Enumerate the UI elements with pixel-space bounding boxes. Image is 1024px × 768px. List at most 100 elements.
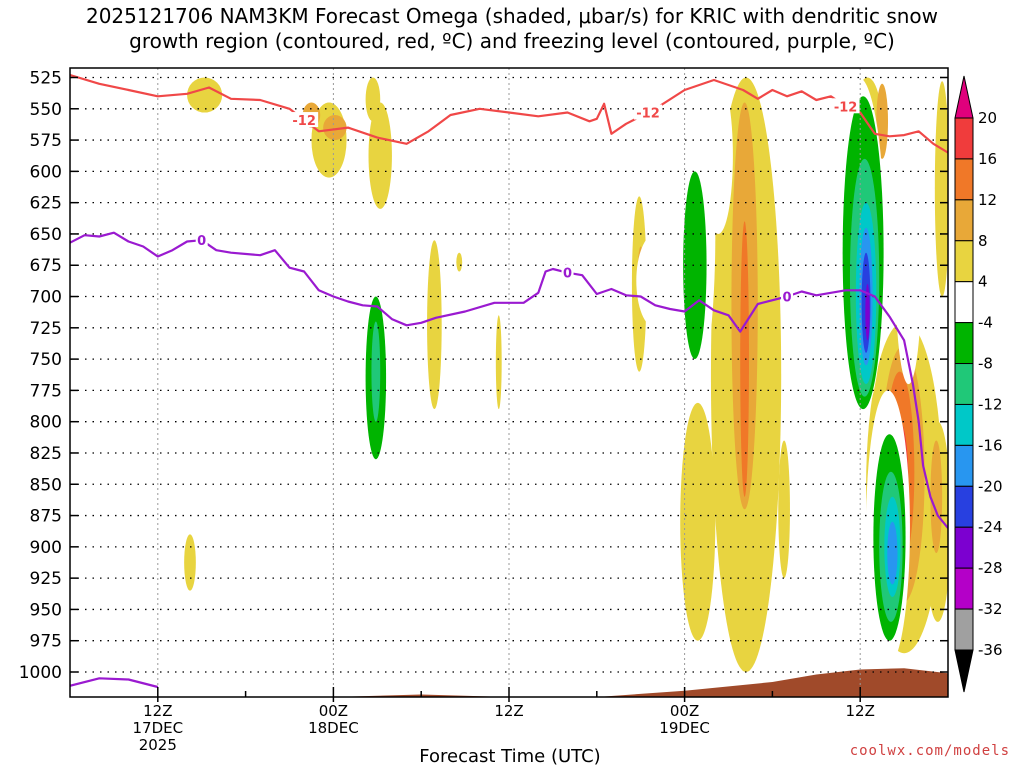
colorbar-top-arrow	[954, 75, 974, 119]
y-tick-label-625: 625	[30, 194, 62, 214]
omega-area-46	[865, 284, 870, 341]
y-tick-label-1000: 1000	[19, 663, 62, 683]
x-tick-label-12-1: 17DEC	[133, 719, 184, 737]
colorbar-box-1	[954, 158, 974, 201]
colorbar-box-11	[954, 567, 974, 610]
title-line-1: 2025121706 NAM3KM Forecast Omega (shaded…	[85, 4, 939, 28]
colorbar-label-12: -32	[978, 600, 1003, 618]
omega-area-32	[617, 77, 629, 197]
y-tick-label-575: 575	[30, 131, 62, 151]
colorbar-label-9: -20	[978, 477, 1003, 495]
omega-area-37	[683, 171, 707, 360]
contour-label-0-2: -12	[834, 100, 858, 115]
colorbar-box-9	[954, 485, 974, 528]
y-tick-label-650: 650	[30, 225, 62, 245]
colorbar-label-6: -8	[978, 355, 993, 373]
y-tick-label-700: 700	[30, 288, 62, 308]
x-tick-label-12-0: 12Z	[143, 702, 172, 720]
omega-area-6	[427, 240, 442, 410]
contour-label-1-2: 0	[783, 291, 792, 306]
omega-shading	[184, 77, 948, 672]
x-tick-label-24-0: 00Z	[319, 702, 348, 720]
omega-area-15	[740, 221, 749, 497]
y-tick-label-925: 925	[30, 569, 62, 589]
x-tick-label-24-1: 18DEC	[308, 719, 359, 737]
colorbar-label-1: 16	[978, 150, 997, 168]
omega-area-34	[574, 534, 584, 585]
colorbar-box-7	[954, 403, 974, 446]
omega-area-25	[930, 440, 943, 554]
y-tick-label-725: 725	[30, 319, 62, 339]
colorbar-box-6	[954, 363, 974, 405]
omega-area-9	[184, 534, 196, 591]
contour-label-bg-1-0	[195, 232, 208, 248]
colorbar-label-5: -4	[978, 314, 993, 332]
colorbar-label-4: 4	[978, 273, 988, 291]
y-tick-label-750: 750	[30, 350, 62, 370]
omega-area-12	[680, 402, 716, 641]
omega-area-8	[495, 315, 502, 410]
omega-area-0	[187, 77, 223, 113]
omega-area-2	[365, 77, 381, 122]
contour-label-bg-1-2	[781, 288, 794, 304]
y-tick-label-975: 975	[30, 632, 62, 652]
colorbar-box-5	[954, 322, 974, 365]
contour-label-bg-0-0	[290, 112, 319, 128]
contour-label-bg-0-1	[634, 104, 663, 120]
y-tick-label-800: 800	[30, 413, 62, 433]
colorbar-box-2	[954, 199, 974, 242]
omega-area-4	[323, 115, 347, 141]
contour-label-bg-0-2	[831, 98, 860, 114]
colorbar-label-0: 20	[978, 109, 997, 127]
y-tick-label-600: 600	[30, 162, 62, 182]
y-tick-label-675: 675	[30, 256, 62, 276]
colorbar: 20 16 12 8 4 -4 -8 -12 -16 -20 -24 -28 -32 -36	[954, 75, 1003, 693]
colorbar-label-10: -24	[978, 518, 1003, 536]
colorbar-label-3: 8	[978, 232, 988, 250]
contour-label-0-0: -12	[292, 114, 316, 129]
omega-area-39	[810, 496, 820, 547]
x-tick-label-36-0: 12Z	[494, 702, 523, 720]
contour-label-1-0: 0	[197, 234, 206, 249]
colorbar-box-8	[954, 444, 974, 487]
contour-label-1-1: 0	[563, 267, 572, 282]
colorbar-label-13: -36	[978, 641, 1003, 659]
colorbar-label-7: -12	[978, 395, 1003, 413]
y-tick-label-950: 950	[30, 600, 62, 620]
omega-area-26	[934, 81, 948, 297]
omega-area-51	[887, 521, 898, 585]
y-tick-label-775: 775	[30, 381, 62, 401]
grid	[70, 68, 948, 697]
colorbar-bottom-arrow	[954, 649, 974, 693]
colorbar-label-2: 12	[978, 191, 997, 209]
contours: -12 -12 -12 0 0 0	[70, 73, 948, 689]
omega-area-33	[573, 371, 583, 522]
omega-area-18	[876, 83, 889, 159]
chart-title: 2025121706 NAM3KM Forecast Omega (shaded…	[0, 4, 1024, 54]
colorbar-label-8: -16	[978, 436, 1003, 454]
x-tick-label-60-0: 12Z	[846, 702, 875, 720]
axes: 525 550 575 600 625 650 675 700 725 750 775 800 825 8…	[19, 67, 949, 754]
title-line-2: growth region (contoured, red, ºC) and f…	[129, 29, 895, 53]
y-tick-label-900: 900	[30, 538, 62, 558]
colorbar-label-11: -28	[978, 559, 1003, 577]
omega-area-7	[456, 252, 463, 272]
y-tick-label-825: 825	[30, 444, 62, 464]
x-tick-label-12-2: 2025	[139, 736, 177, 754]
x-tick-label-48-0: 00Z	[670, 702, 699, 720]
omega-area-1	[368, 102, 392, 209]
contour-label-bg-1-1	[561, 264, 574, 280]
contour-line-2	[70, 677, 159, 689]
colorbar-box-12	[954, 608, 974, 651]
colorbar-box-4	[954, 281, 974, 324]
y-tick-label-525: 525	[30, 69, 62, 89]
plot-frame	[69, 67, 949, 698]
omega-area-35	[636, 233, 675, 328]
x-axis-label: Forecast Time (UTC)	[419, 746, 601, 767]
x-tick-label-48-1: 19DEC	[659, 719, 710, 737]
omega-area-27	[216, 346, 231, 441]
contour-label-0-1: -12	[636, 107, 660, 122]
contour-line-1	[70, 231, 948, 529]
terrain-fill	[70, 668, 948, 697]
